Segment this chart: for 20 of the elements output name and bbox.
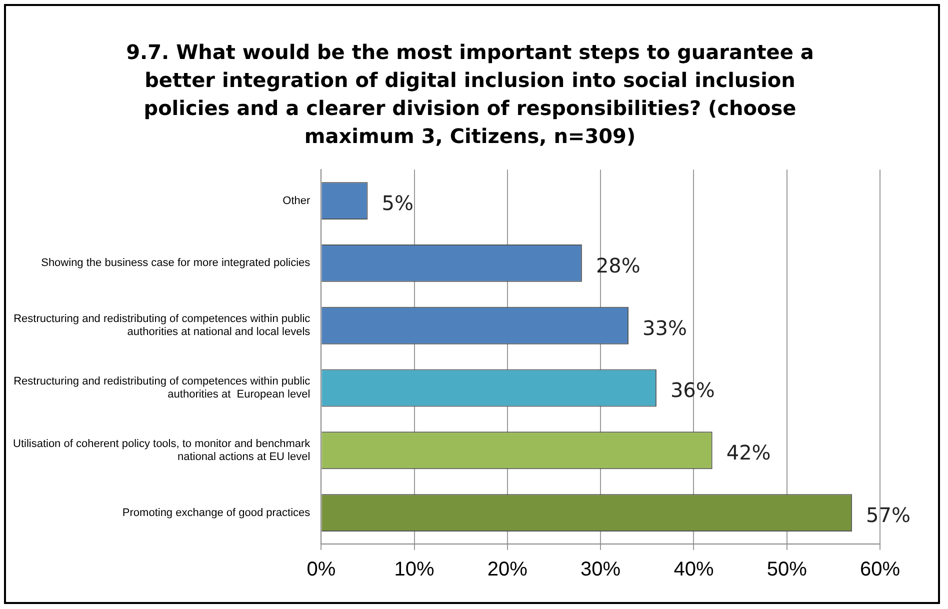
data-label: 28%: [596, 253, 640, 278]
x-tick-label: 50%: [766, 558, 808, 581]
x-tick-label: 30%: [580, 558, 621, 581]
data-label: 42%: [726, 440, 771, 465]
y-tick-label: Promoting exchange of good practices: [122, 506, 311, 519]
y-tick-label: Restructuring and redistributing of competences within public authorities at national and local levels: [14, 313, 311, 338]
x-tick-label: 0%: [306, 558, 336, 581]
chart-title: 9.7. What would be the most important steps to guarantee a better integration of digital inclusion into social inclusion policies and a clearer division of responsibilities? (choose maximum 3, Citizens, n=309): [125, 39, 815, 150]
x-tick-label: 20%: [487, 558, 528, 581]
y-tick-label: Showing the business case for more integrated policies: [41, 257, 311, 270]
data-label: 36%: [670, 378, 715, 402]
y-tick-label: Utilisation of coherent policy tools, to monitor and benchmark national actions at EU level: [12, 438, 311, 464]
x-tick-label: 60%: [860, 558, 900, 581]
data-label: 57%: [866, 503, 911, 528]
data-label: 33%: [642, 316, 687, 340]
y-tick-label: Other: [282, 194, 310, 207]
x-tick-label: 40%: [674, 558, 714, 581]
y-tick-label: Restructuring and redistributing of competences within public authorities at European level: [14, 375, 311, 401]
x-tick-label: 10%: [394, 558, 435, 581]
data-label: 5%: [382, 191, 414, 216]
